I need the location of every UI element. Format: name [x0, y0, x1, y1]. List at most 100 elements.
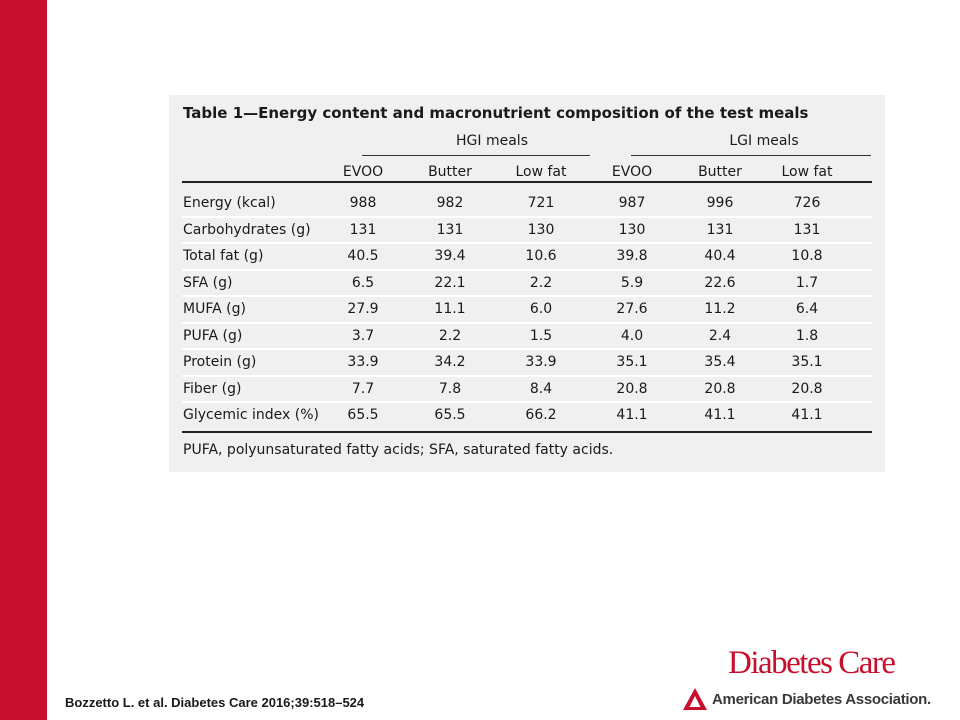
- table-footnote: PUFA, polyunsaturated fatty acids; SFA, …: [183, 442, 614, 458]
- column-header: Butter: [698, 164, 742, 180]
- ada-triangle-icon: [683, 688, 707, 710]
- group-underline-hgi: [362, 155, 590, 156]
- table-row: MUFA (g) 27.9 11.1 6.0 27.6 11.2 6.4: [169, 297, 885, 324]
- table-row: Glycemic index (%) 65.5 65.5 66.2 41.1 41.1 41…: [169, 403, 885, 429]
- table-cell: 2.4: [708, 327, 732, 344]
- row-label: Glycemic index (%): [183, 407, 319, 423]
- table-cell: 66.2: [525, 407, 557, 423]
- table-cell: 11.2: [704, 301, 736, 317]
- table-cell: 982: [436, 195, 464, 211]
- table-cell: 22.1: [434, 274, 466, 291]
- table-cell: 1.8: [795, 327, 819, 344]
- table-cell: 20.8: [616, 380, 648, 397]
- association-logo: American Diabetes Association.: [682, 685, 957, 719]
- table-cell: 27.6: [616, 301, 648, 317]
- table-cell: 1.7: [795, 274, 819, 291]
- row-separator: [182, 401, 872, 403]
- table-cell: 20.8: [791, 380, 823, 397]
- table-cell: 130: [527, 221, 555, 238]
- table-cell: 10.6: [525, 248, 557, 264]
- group-underline-lgi: [631, 155, 871, 156]
- row-label: PUFA (g): [183, 327, 243, 344]
- group-header-lgi: LGI meals: [729, 133, 799, 149]
- row-label: SFA (g): [183, 274, 233, 291]
- table-row: Energy (kcal) 988 982 721 987 996 726: [169, 191, 885, 218]
- row-separator: [182, 374, 872, 377]
- table-cell: 35.4: [704, 354, 736, 370]
- table-cell: 721: [527, 195, 555, 211]
- table-cell: 726: [793, 195, 821, 211]
- journal-logo: Diabetes Care: [728, 645, 896, 681]
- table-cell: 987: [618, 195, 646, 211]
- association-name: American Diabetes Association.: [712, 691, 931, 708]
- table-cell: 988: [349, 195, 377, 211]
- table-cell: 65.5: [434, 407, 466, 423]
- table-cell: 27.9: [347, 301, 379, 317]
- table-cell: 65.5: [347, 407, 379, 423]
- citation: Bozzetto L. et al. Diabetes Care 2016;39…: [65, 695, 365, 710]
- table-cell: 40.5: [347, 248, 379, 264]
- table-cell: 41.1: [791, 407, 823, 423]
- bottom-rule: [182, 431, 872, 433]
- row-label: Carbohydrates (g): [183, 221, 311, 238]
- table-cell: 2.2: [529, 274, 553, 291]
- group-header-hgi: HGI meals: [456, 133, 528, 149]
- row-separator: [182, 295, 872, 297]
- table-cell: 131: [793, 221, 821, 238]
- table-cell: 130: [618, 221, 646, 238]
- table-cell: 33.9: [347, 354, 379, 370]
- table-row: Protein (g) 33.9 34.2 33.9 35.1 35.4 35.1: [169, 350, 885, 377]
- left-accent-bar: [0, 0, 47, 720]
- table-cell: 20.8: [704, 380, 736, 397]
- table-cell: 5.9: [620, 274, 644, 291]
- table-cell: 6.4: [795, 301, 819, 317]
- table-cell: 35.1: [616, 354, 648, 370]
- table-cell: 39.8: [616, 248, 648, 264]
- header-rule: [182, 181, 872, 183]
- table-cell: 7.7: [351, 380, 375, 397]
- table-cell: 3.7: [351, 327, 375, 344]
- row-separator: [182, 348, 872, 350]
- table-cell: 22.6: [704, 274, 736, 291]
- row-separator: [182, 268, 872, 271]
- table-row: Fiber (g) 7.7 7.8 8.4 20.8 20.8 20.8: [169, 377, 885, 403]
- table-cell: 996: [706, 195, 734, 211]
- table-cell: 4.0: [620, 327, 644, 344]
- row-label: MUFA (g): [183, 301, 246, 317]
- column-header: Butter: [428, 164, 472, 180]
- row-separator: [182, 215, 872, 218]
- column-header: Low fat: [515, 164, 567, 180]
- column-header: EVOO: [611, 164, 653, 180]
- table-cell: 10.8: [791, 248, 823, 264]
- row-label: Total fat (g): [183, 248, 264, 264]
- table-cell: 6.5: [351, 274, 375, 291]
- table-cell: 6.0: [529, 301, 553, 317]
- table-row: Total fat (g) 40.5 39.4 10.6 39.8 40.4 10.8: [169, 244, 885, 271]
- table-cell: 131: [706, 221, 734, 238]
- table-title: Table 1—Energy content and macronutrient…: [183, 104, 809, 122]
- table-row: SFA (g) 6.5 22.1 2.2 5.9 22.6 1.7: [169, 271, 885, 297]
- row-separator: [182, 321, 872, 324]
- table-cell: 41.1: [704, 407, 736, 423]
- table-cell: 1.5: [529, 327, 553, 344]
- table-cell: 11.1: [434, 301, 466, 317]
- row-separator: [182, 242, 872, 244]
- table-cell: 2.2: [438, 327, 462, 344]
- table-cell: 131: [436, 221, 464, 238]
- table-cell: 33.9: [525, 354, 557, 370]
- table-row: PUFA (g) 3.7 2.2 1.5 4.0 2.4 1.8: [169, 324, 885, 350]
- table-cell: 7.8: [438, 380, 462, 397]
- column-header: Low fat: [781, 164, 833, 180]
- table-cell: 39.4: [434, 248, 466, 264]
- row-label: Protein (g): [183, 354, 257, 370]
- table-cell: 35.1: [791, 354, 823, 370]
- table-row: Carbohydrates (g) 131 131 130 130 131 131: [169, 218, 885, 244]
- table-cell: 34.2: [434, 354, 466, 370]
- nutrient-table: Table 1—Energy content and macronutrient…: [169, 95, 885, 472]
- table-cell: 41.1: [616, 407, 648, 423]
- row-label: Energy (kcal): [183, 195, 276, 211]
- table-cell: 8.4: [529, 380, 553, 397]
- table-cell: 40.4: [704, 248, 736, 264]
- column-header: EVOO: [342, 164, 384, 180]
- row-label: Fiber (g): [183, 380, 242, 397]
